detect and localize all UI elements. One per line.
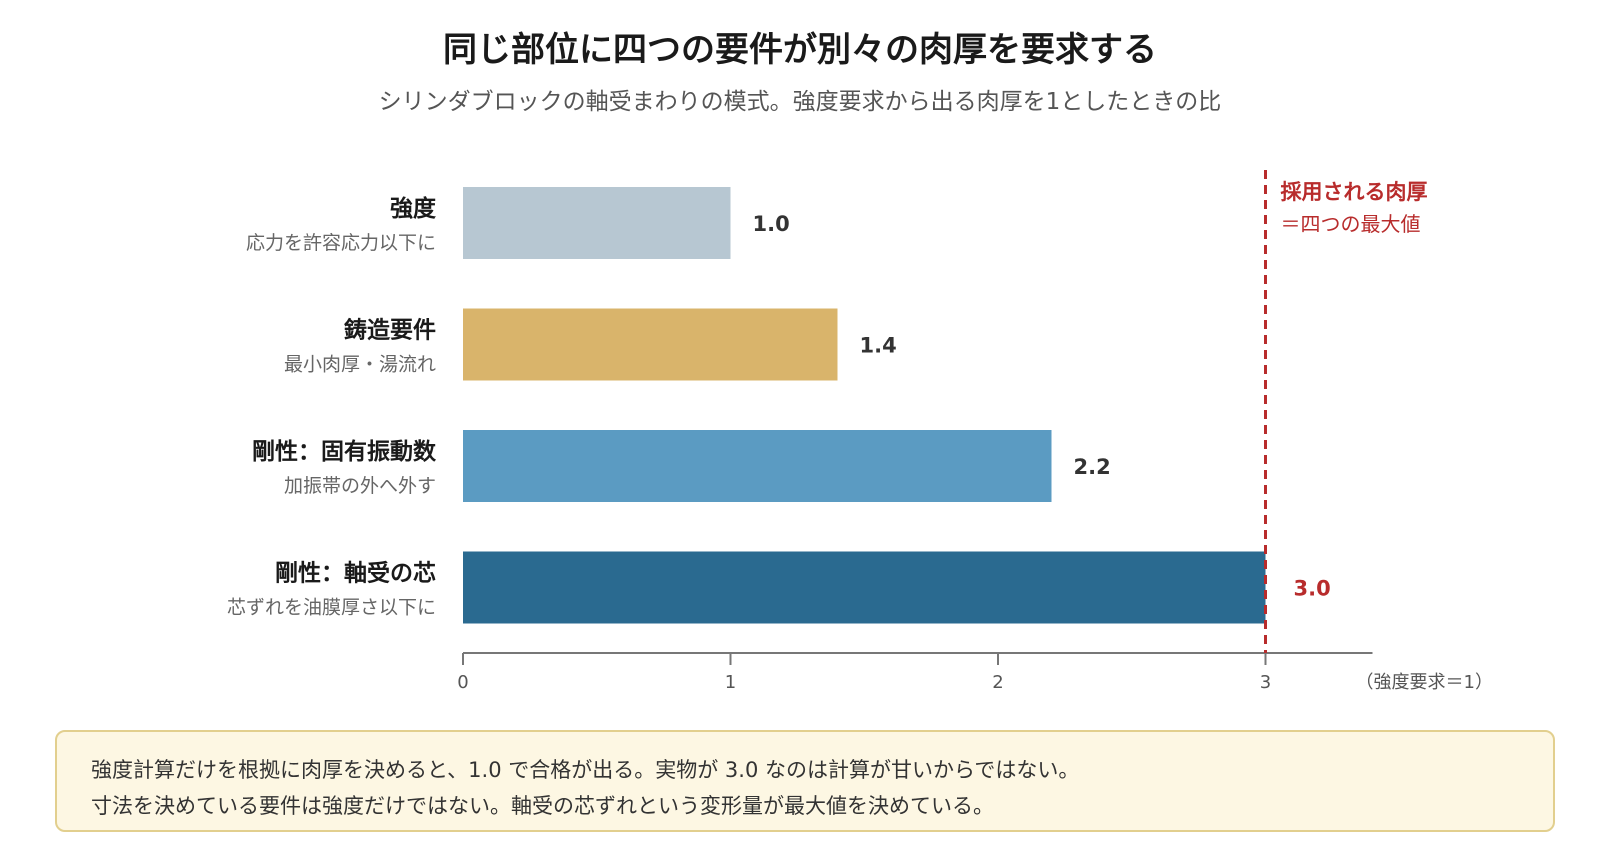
note-line-1: 強度計算だけを根拠に肉厚を決めると、1.0 で合格が出る。実物が 3.0 なのは… bbox=[91, 758, 1080, 782]
chart-title: 同じ部位に四つの要件が別々の肉厚を要求する bbox=[443, 30, 1157, 70]
chart-subtitle: シリンダブロックの軸受まわりの模式。強度要求から出る肉厚を1としたときの比 bbox=[378, 89, 1222, 115]
x-axis-label: （強度要求＝1） bbox=[1356, 672, 1493, 693]
category-label-1: 鋳造要件 bbox=[344, 317, 436, 344]
bar-2 bbox=[463, 430, 1052, 502]
value-label-1: 1.4 bbox=[860, 334, 897, 358]
category-label-3: 剛性：軸受の芯 bbox=[275, 560, 436, 587]
category-sublabel-3: 芯ずれを油膜厚さ以下に bbox=[227, 597, 436, 619]
x-tick-label-2: 2 bbox=[992, 672, 1003, 693]
bar-3 bbox=[463, 551, 1266, 624]
x-tick-label-3: 3 bbox=[1260, 672, 1271, 693]
category-label-0: 強度 bbox=[390, 195, 437, 222]
category-sublabel-0: 応力を許容応力以下に bbox=[246, 232, 436, 254]
value-label-0: 1.0 bbox=[753, 212, 790, 236]
note-line-2: 寸法を決めている要件は強度だけではない。軸受の芯ずれという変形量が最大値を決めて… bbox=[91, 794, 994, 818]
value-label-2: 2.2 bbox=[1074, 455, 1111, 479]
bar-1 bbox=[463, 308, 838, 381]
bar-0 bbox=[463, 187, 731, 259]
category-sublabel-2: 加振帯の外へ外す bbox=[284, 475, 436, 497]
value-label-3: 3.0 bbox=[1294, 577, 1331, 601]
note-box: 強度計算だけを根拠に肉厚を決めると、1.0 で合格が出る。実物が 3.0 なのは… bbox=[55, 730, 1555, 832]
category-sublabel-1: 最小肉厚・湯流れ bbox=[284, 354, 436, 376]
x-tick-label-0: 0 bbox=[457, 672, 468, 693]
x-tick-label-1: 1 bbox=[725, 672, 736, 693]
reference-line-sublabel: ＝四つの最大値 bbox=[1281, 212, 1421, 236]
reference-line-label: 採用される肉厚 bbox=[1281, 180, 1428, 204]
category-label-2: 剛性：固有振動数 bbox=[252, 438, 437, 465]
